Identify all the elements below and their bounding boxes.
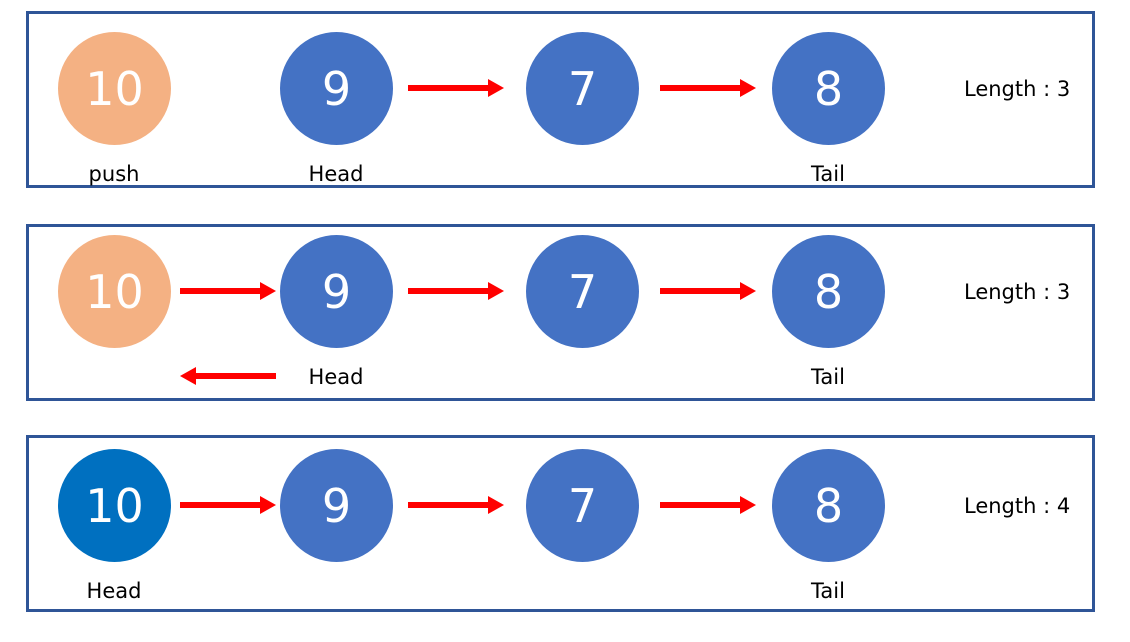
node: 8	[772, 32, 885, 145]
label-tail: Tail	[811, 162, 845, 186]
node: 8	[772, 449, 885, 562]
arrow-right-icon	[660, 79, 756, 97]
label-tail: Tail	[811, 365, 845, 389]
label-push: push	[88, 162, 140, 186]
node: 9	[280, 235, 393, 348]
length-text: Length : 4	[964, 494, 1071, 518]
node-pushed: 10	[58, 32, 171, 145]
arrow-right-icon	[660, 496, 756, 514]
node: 9	[280, 449, 393, 562]
arrow-right-icon	[180, 496, 276, 514]
label-head: Head	[308, 365, 364, 389]
node: 7	[526, 235, 639, 348]
node-head: 10	[58, 449, 171, 562]
length-text: Length : 3	[964, 77, 1071, 101]
arrow-left-icon	[180, 367, 276, 385]
node: 7	[526, 449, 639, 562]
node: 7	[526, 32, 639, 145]
arrow-right-icon	[408, 496, 504, 514]
label-head: Head	[86, 579, 142, 603]
node-pushed: 10	[58, 235, 171, 348]
label-tail: Tail	[811, 579, 845, 603]
arrow-right-icon	[408, 79, 504, 97]
node: 8	[772, 235, 885, 348]
arrow-right-icon	[408, 282, 504, 300]
length-text: Length : 3	[964, 280, 1071, 304]
label-head: Head	[308, 162, 364, 186]
node: 9	[280, 32, 393, 145]
arrow-right-icon	[660, 282, 756, 300]
arrow-right-icon	[180, 282, 276, 300]
